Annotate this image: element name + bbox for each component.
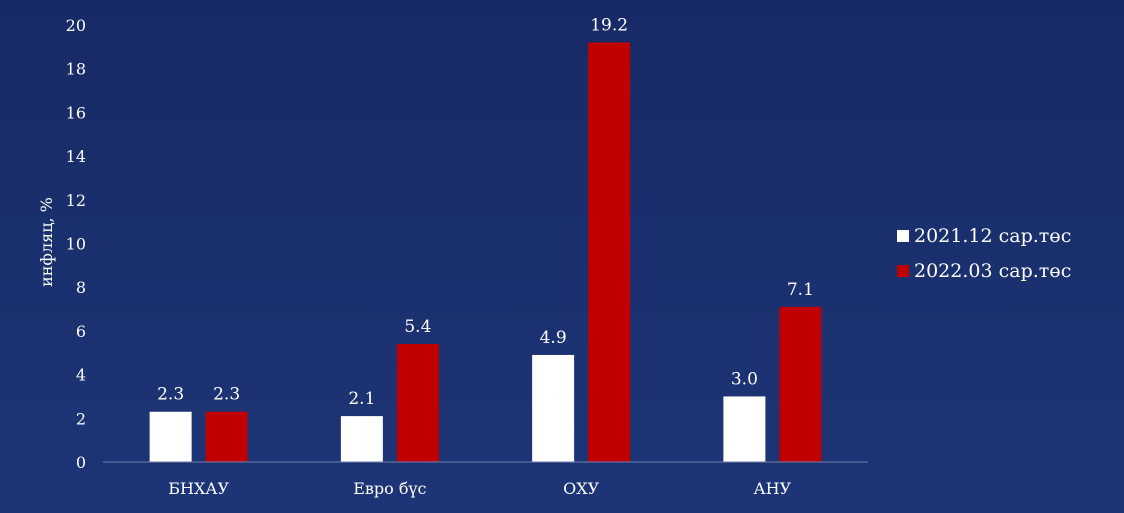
y-tick-label: 4 [76, 366, 86, 385]
y-tick-label: 18 [66, 60, 86, 79]
y-tick-label: 20 [66, 16, 86, 35]
data-label: 2.1 [348, 389, 375, 409]
x-axis-categories: БНХАУ Евро бүс ОХУ АНУ [168, 479, 791, 498]
y-tick-label: 12 [66, 191, 86, 210]
y-tick-label: 8 [76, 278, 86, 297]
data-label: 5.4 [404, 317, 431, 337]
bar-series1 [723, 396, 766, 462]
bar-series1 [149, 411, 192, 462]
data-label: 3.0 [731, 369, 758, 389]
y-tick-label: 2 [76, 409, 86, 428]
x-category-label: ОХУ [563, 479, 600, 498]
bar-series2 [396, 344, 439, 462]
y-tick-label: 0 [76, 453, 86, 472]
data-label: 7.1 [787, 280, 814, 300]
legend-label: 2021.12 сар.төс [914, 225, 1071, 247]
bars [149, 42, 822, 462]
legend: 2021.12 сар.төс 2022.03 сар.төс [897, 225, 1071, 282]
legend-label: 2022.03 сар.төс [914, 260, 1071, 282]
bar-series1 [340, 416, 383, 462]
legend-swatch [897, 265, 909, 277]
y-tick-label: 14 [66, 147, 86, 166]
legend-swatch [897, 230, 909, 242]
bar-series1 [532, 354, 575, 462]
x-category-label: Евро бүс [353, 479, 426, 498]
y-axis-title: инфляц, % [37, 197, 56, 287]
y-tick-label: 16 [66, 103, 86, 122]
bar-series2 [588, 42, 631, 462]
data-label: 2.3 [157, 385, 184, 405]
data-labels: 2.3 2.3 2.1 5.4 4.9 19.2 3.0 7.1 [157, 15, 814, 409]
x-category-label: БНХАУ [168, 479, 229, 498]
y-tick-label: 6 [76, 322, 86, 341]
bar-series2 [779, 306, 822, 462]
data-label: 2.3 [213, 385, 240, 405]
data-label: 19.2 [590, 15, 628, 35]
y-axis-ticks: 0 2 4 6 8 10 12 14 16 18 20 [66, 16, 86, 472]
data-label: 4.9 [540, 328, 567, 348]
x-category-label: АНУ [754, 479, 792, 498]
y-tick-label: 10 [66, 235, 86, 254]
bar-series2 [205, 411, 248, 462]
